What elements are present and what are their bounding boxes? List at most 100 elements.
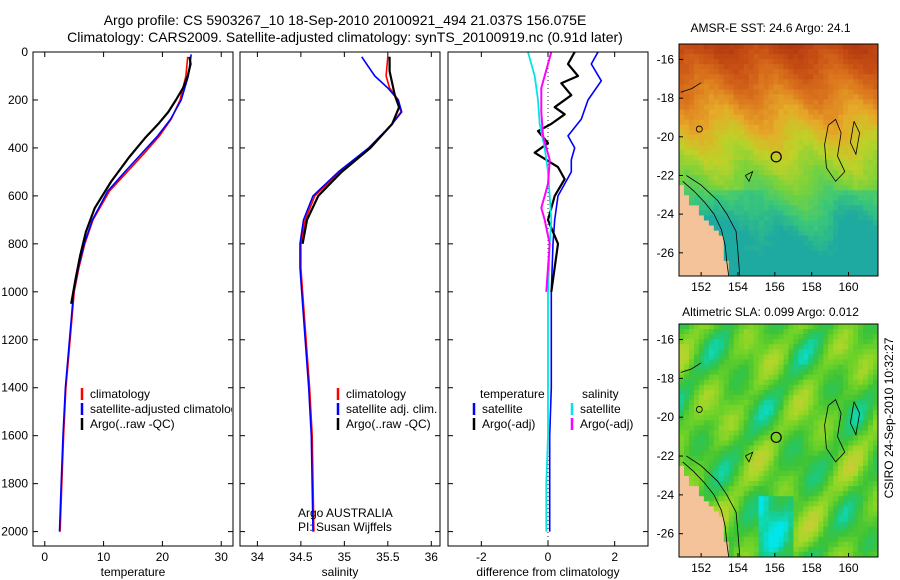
map-cell <box>813 359 819 365</box>
map-cell <box>698 531 705 538</box>
map-cell <box>738 399 745 406</box>
map-cell <box>778 200 784 206</box>
map-cell <box>858 79 864 85</box>
map-cell <box>703 450 710 457</box>
map-cell <box>823 260 829 267</box>
map-cell <box>683 526 690 533</box>
map-cell <box>713 119 720 126</box>
map-cell <box>763 180 769 186</box>
map-cell <box>813 255 819 262</box>
map-cell <box>853 334 859 340</box>
map-cell <box>828 364 834 370</box>
map-cell <box>738 220 745 226</box>
map-cell <box>833 200 839 206</box>
map-cell <box>823 465 829 472</box>
map-cell <box>753 165 760 171</box>
map-cell <box>793 119 799 126</box>
map-cell <box>803 250 809 257</box>
map-cell <box>743 165 750 171</box>
map-cell <box>858 149 864 156</box>
map-cell <box>733 394 740 401</box>
map-cell <box>713 210 720 216</box>
map-cell <box>848 445 854 452</box>
map-cell <box>743 84 750 90</box>
map-cell <box>713 200 720 206</box>
map-cell <box>748 255 755 262</box>
map-cell <box>803 104 809 110</box>
map-cell <box>798 440 804 446</box>
map-cell <box>868 344 874 350</box>
map-cell <box>758 255 764 262</box>
map-cell <box>838 64 844 70</box>
map-cell <box>783 394 789 401</box>
map-cell <box>773 526 779 533</box>
map-cell <box>743 89 750 95</box>
map-cell <box>758 369 764 376</box>
map-cell <box>873 84 878 90</box>
map-cell <box>758 44 764 50</box>
map-cell <box>818 359 824 365</box>
map-cell <box>693 425 700 431</box>
map-cell <box>748 501 755 507</box>
map-cell <box>738 369 745 376</box>
map-cell <box>708 531 715 538</box>
map-cell <box>808 89 814 95</box>
map-cell <box>788 149 794 156</box>
map-cell <box>718 546 725 553</box>
map-cell <box>693 384 700 391</box>
map-cell <box>713 379 720 386</box>
map-cell <box>708 460 715 467</box>
map-cell <box>683 521 690 528</box>
map-cell <box>733 491 740 497</box>
map-cell <box>763 69 769 75</box>
map-cell <box>743 531 750 538</box>
map-cell <box>708 94 715 100</box>
map-cell <box>738 491 745 497</box>
map-cell <box>713 359 720 365</box>
map-cell <box>868 89 874 95</box>
map-cell <box>833 481 839 487</box>
map-cell <box>793 470 799 477</box>
map-cell <box>783 379 789 386</box>
x-tick-label: 0 <box>41 550 48 564</box>
map-cell <box>853 240 859 247</box>
map-cell <box>863 165 869 171</box>
map-cell <box>708 54 715 60</box>
map-cell <box>753 104 760 110</box>
map-cell <box>838 175 844 181</box>
map-cell <box>728 506 735 512</box>
map-cell <box>823 79 829 85</box>
map-cell <box>873 384 878 391</box>
map-cell <box>679 521 685 528</box>
map-cell <box>679 215 685 221</box>
map-cell <box>833 160 839 166</box>
map-cell <box>778 74 784 80</box>
map-cell <box>763 420 769 426</box>
map-cell <box>768 185 774 191</box>
map-cell <box>868 265 874 272</box>
map-cell <box>743 235 750 242</box>
map-cell <box>698 160 705 166</box>
map-cell <box>843 359 849 365</box>
map-cell <box>858 425 864 431</box>
map-cell <box>778 359 784 365</box>
map-cell <box>818 64 824 70</box>
map-cell <box>838 139 844 146</box>
map-cell <box>679 250 685 257</box>
map-cell <box>688 250 695 257</box>
map-cell <box>868 114 874 121</box>
map-cell <box>778 170 784 176</box>
map-cell <box>848 491 854 497</box>
map-cell <box>738 49 745 55</box>
map-cell <box>858 465 864 472</box>
map-cell <box>778 496 784 502</box>
map-cell <box>848 481 854 487</box>
map-cell <box>723 69 730 75</box>
map-cell <box>798 235 804 242</box>
map-cell <box>733 415 740 421</box>
map-cell <box>808 511 814 517</box>
map-cell <box>768 195 774 201</box>
map-cell <box>828 516 834 522</box>
map-cell <box>728 210 735 216</box>
map-cell <box>693 470 700 477</box>
